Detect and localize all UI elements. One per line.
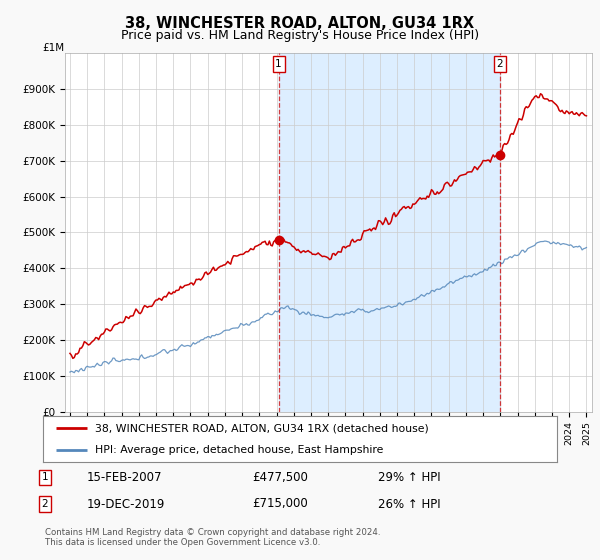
Bar — [278, 53, 500, 412]
Text: Contains HM Land Registry data © Crown copyright and database right 2024.
This d: Contains HM Land Registry data © Crown c… — [45, 528, 380, 547]
Text: 38, WINCHESTER ROAD, ALTON, GU34 1RX (detached house): 38, WINCHESTER ROAD, ALTON, GU34 1RX (de… — [95, 423, 428, 433]
Text: £1M: £1M — [42, 43, 64, 53]
Text: 15-FEB-2007: 15-FEB-2007 — [87, 470, 163, 484]
Text: £477,500: £477,500 — [252, 470, 308, 484]
Text: 1: 1 — [275, 59, 282, 69]
Text: 2: 2 — [41, 499, 49, 509]
Text: Price paid vs. HM Land Registry's House Price Index (HPI): Price paid vs. HM Land Registry's House … — [121, 29, 479, 42]
Text: 38, WINCHESTER ROAD, ALTON, GU34 1RX: 38, WINCHESTER ROAD, ALTON, GU34 1RX — [125, 16, 475, 31]
Text: HPI: Average price, detached house, East Hampshire: HPI: Average price, detached house, East… — [95, 445, 383, 455]
Text: 29% ↑ HPI: 29% ↑ HPI — [378, 470, 440, 484]
Text: £715,000: £715,000 — [252, 497, 308, 511]
Text: 26% ↑ HPI: 26% ↑ HPI — [378, 497, 440, 511]
Text: 19-DEC-2019: 19-DEC-2019 — [87, 497, 166, 511]
Text: 2: 2 — [497, 59, 503, 69]
Text: 1: 1 — [41, 472, 49, 482]
